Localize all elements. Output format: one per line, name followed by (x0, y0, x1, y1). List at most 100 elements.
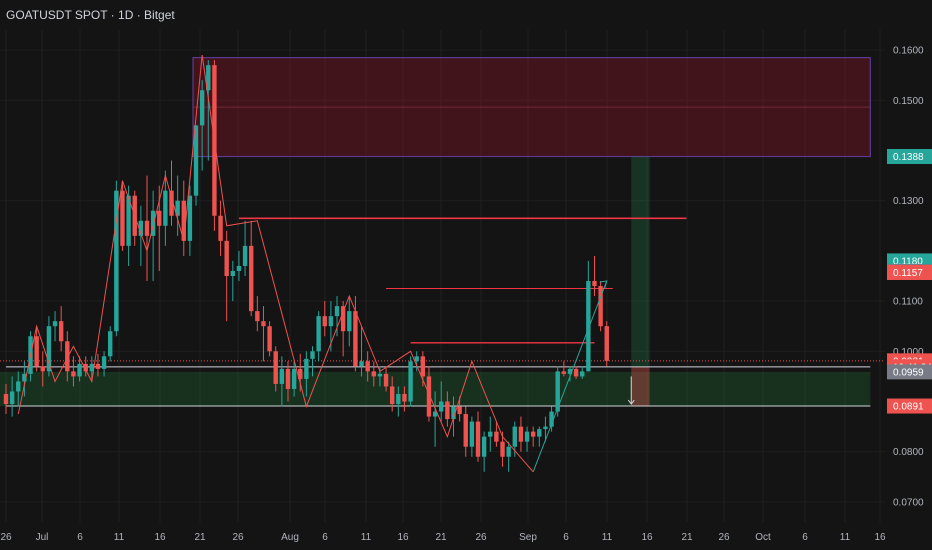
candle-body (549, 411, 554, 427)
candle-body (377, 373, 383, 377)
x-tick-label: 21 (681, 532, 693, 543)
candle-body (506, 446, 511, 457)
candle-body (494, 431, 499, 442)
y-tick-label: 0.1300 (893, 196, 924, 207)
x-tick-label: 11 (114, 532, 125, 543)
candle-body (40, 366, 45, 372)
candle-body (402, 393, 407, 402)
candle-body (604, 326, 609, 361)
x-tick-label: 6 (802, 532, 808, 543)
price-tag (887, 149, 932, 165)
candle-body (150, 210, 156, 236)
arrow-up-head (599, 280, 608, 289)
candle-body (279, 368, 285, 384)
candle-body (89, 363, 95, 372)
candle-body (426, 376, 432, 417)
candle-body (298, 368, 303, 379)
candle-body (58, 321, 64, 342)
price-tag-label: 0.1180 (893, 256, 923, 267)
projection-arrow-up (532, 280, 608, 472)
candle-body (512, 426, 517, 447)
candle-body (451, 406, 456, 420)
candle-body (255, 311, 260, 322)
candle-body (359, 361, 364, 367)
candle-body (414, 356, 419, 362)
candle-body (475, 421, 481, 457)
candle-body (71, 371, 76, 377)
candle-body (83, 363, 88, 372)
x-tick-label: 26 (0, 532, 12, 543)
candle-body (108, 331, 113, 357)
candle-body (432, 411, 438, 417)
candle-body (334, 306, 340, 317)
x-tick-label: 16 (397, 532, 409, 543)
candle-body (22, 373, 27, 382)
candle-body (524, 431, 530, 442)
candle-body (291, 368, 297, 389)
price-tag-label: 0.1388 (893, 152, 924, 163)
candle-body (555, 371, 560, 412)
candle-body (242, 245, 248, 266)
symbol-title: GOATUSDT SPOT · 1D · Bitget (6, 8, 175, 22)
candle-body (261, 321, 266, 327)
candle-body (322, 316, 327, 327)
candle-body (567, 368, 573, 374)
candle-body (328, 316, 334, 327)
candle-body (580, 371, 585, 377)
x-tick-label: 26 (718, 532, 730, 543)
candle-body (304, 358, 309, 379)
candle-body (365, 361, 370, 372)
candle-body (439, 401, 444, 412)
candle-body (273, 351, 278, 384)
candle-body (187, 195, 193, 241)
candle-body (573, 368, 579, 377)
position-stop-zone (631, 366, 650, 407)
candle-body (488, 431, 493, 437)
price-tag (887, 398, 932, 414)
candle-body (420, 356, 426, 377)
candle-body (95, 363, 101, 369)
candle-body (598, 286, 603, 327)
y-tick-label: 0.0700 (893, 497, 924, 508)
candle-body (310, 351, 315, 359)
candle-body (138, 220, 144, 236)
candle-body (316, 316, 321, 352)
candle-body (383, 373, 389, 387)
candle-body (3, 393, 9, 405)
arrow-down-head (627, 399, 635, 405)
x-tick-label: 6 (77, 532, 83, 543)
candle-body (9, 391, 15, 405)
candle-body (144, 220, 150, 236)
candle-body (157, 210, 162, 226)
candle-body (236, 265, 242, 271)
zigzag-line (17, 55, 534, 473)
x-tick-label: 6 (563, 532, 569, 543)
supply-zone (192, 57, 871, 158)
candle-body (199, 90, 205, 126)
candle-body (592, 281, 597, 287)
x-tick-label: 6 (322, 532, 328, 543)
x-tick-label: 16 (154, 532, 166, 543)
candle-body (353, 311, 358, 367)
x-tick-label: 11 (361, 532, 372, 543)
x-tick-label: Jul (36, 532, 49, 543)
candle-body (52, 321, 58, 327)
candle-body (224, 240, 229, 276)
candle-body (193, 125, 199, 196)
x-tick-label: 26 (475, 532, 487, 543)
candle-body (457, 406, 462, 415)
candle-body (340, 306, 346, 332)
candle-body (463, 414, 468, 447)
candle-body (206, 65, 211, 91)
candle-body (285, 368, 291, 389)
candle-body (267, 326, 272, 352)
candle-body (114, 190, 119, 332)
candle-body (586, 281, 591, 372)
y-tick-label: 0.1100 (893, 297, 923, 308)
x-tick-label: 16 (874, 532, 886, 543)
candle-body (396, 393, 401, 405)
candle-body (537, 429, 542, 437)
candle-body (561, 371, 567, 374)
price-tag-label: 0.0959 (893, 367, 924, 378)
